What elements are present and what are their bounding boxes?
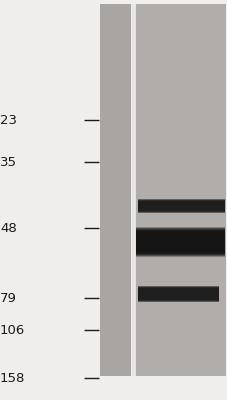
Bar (137, 198, 224, 214)
Bar (137, 287, 218, 301)
Bar (131, 4, 135, 376)
Bar (135, 4, 225, 376)
Bar (135, 232, 224, 252)
Bar (137, 288, 218, 300)
Bar (137, 201, 224, 211)
Text: 35: 35 (0, 156, 17, 168)
Bar (135, 229, 224, 255)
Bar (135, 227, 224, 257)
Text: 23: 23 (0, 114, 17, 126)
Bar (135, 233, 224, 251)
Bar (135, 228, 224, 256)
Bar (137, 287, 218, 301)
Text: 48: 48 (0, 222, 17, 234)
Bar (137, 285, 218, 303)
Bar (135, 231, 224, 253)
Bar (137, 288, 218, 300)
Bar (100, 4, 131, 376)
Text: 106: 106 (0, 324, 25, 336)
Bar (137, 200, 224, 212)
Bar (137, 200, 224, 212)
Bar (137, 286, 218, 302)
Bar (137, 202, 224, 210)
Bar (137, 199, 224, 213)
Text: 79: 79 (0, 292, 17, 304)
Bar (137, 200, 224, 212)
Bar (135, 226, 224, 258)
Bar (137, 286, 218, 302)
Text: 158: 158 (0, 372, 25, 384)
Bar (135, 230, 224, 254)
Bar (137, 198, 224, 214)
Bar (137, 289, 218, 299)
